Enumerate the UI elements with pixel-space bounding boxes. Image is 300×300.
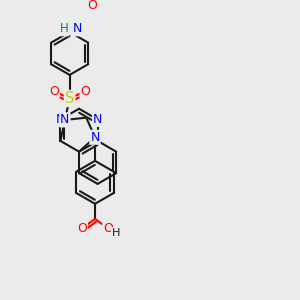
Text: N: N (73, 22, 82, 35)
Text: O: O (77, 222, 87, 235)
Text: H: H (60, 22, 68, 35)
Text: O: O (49, 85, 59, 98)
Text: N: N (60, 113, 70, 126)
Text: H: H (112, 228, 120, 238)
Text: O: O (103, 222, 113, 235)
Text: O: O (88, 0, 97, 12)
Text: S: S (65, 91, 74, 106)
Text: N: N (90, 131, 100, 144)
Text: O: O (80, 85, 90, 98)
Text: N: N (93, 113, 102, 126)
Text: N: N (56, 113, 65, 126)
